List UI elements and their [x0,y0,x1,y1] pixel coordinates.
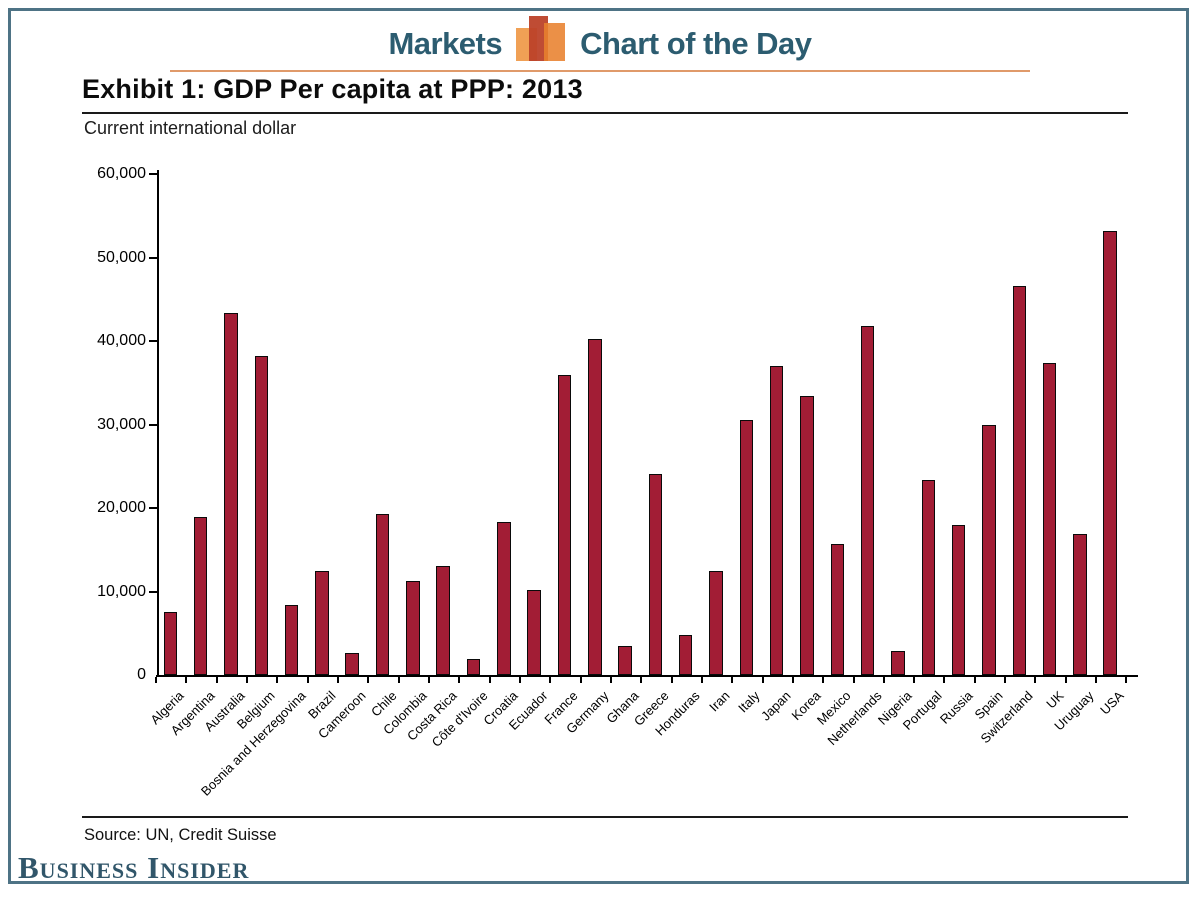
x-axis-tick [518,677,521,683]
bar-portugal [921,480,936,675]
y-axis-tick [149,340,157,342]
bar-japan [769,366,784,675]
bar-uruguay [1073,533,1087,675]
x-axis-tick [549,677,552,683]
y-axis-line [157,170,159,677]
x-axis-tick [731,677,734,683]
x-axis-tick [791,677,794,683]
y-axis-tick-label: 20,000 [97,499,146,516]
business-insider-logo: Business Insider [18,850,250,885]
x-axis-tick [1095,677,1098,683]
x-axis-tick [428,677,431,683]
x-axis-tick [215,677,218,683]
x-axis-tick [579,677,582,683]
bar-c-te-d-ivoire [466,659,481,675]
bar-mexico [830,543,845,675]
bar-iran [709,571,723,675]
x-axis-tick [973,677,976,683]
x-axis-tick [913,677,916,683]
y-axis-tick-label: 40,000 [97,332,146,349]
x-axis-tick [185,677,188,683]
x-axis-tick [943,677,946,683]
header-divider-rule [170,70,1030,72]
y-axis-tick [149,590,157,593]
bar-netherlands [860,325,875,675]
y-axis-tick-label: 30,000 [97,415,146,433]
x-axis-tick [700,677,703,683]
x-axis-tick [609,677,612,683]
chart-title: Exhibit 1: GDP Per capita at PPP: 2013 [82,74,1128,114]
bar-colombia [406,580,420,675]
x-axis-tick [458,677,461,683]
y-axis-tick-label: 60,000 [97,165,146,182]
bar-honduras [678,634,693,675]
bar-chile [375,513,390,675]
source-note: Source: UN, Credit Suisse [84,826,277,844]
x-axis-tick [761,677,764,683]
x-axis-line [156,675,1138,677]
x-axis-tick [1034,677,1037,683]
header-chart-of-the-day-label: Chart of the Day [580,26,812,61]
bar-cameroon [345,653,359,675]
x-axis-tick [822,677,825,683]
x-axis-tick [488,677,491,683]
y-axis-tick [149,256,157,259]
x-axis-tick [1064,677,1067,683]
bar-italy [739,420,754,675]
x-axis-tick [397,677,400,683]
bar-france [557,375,572,675]
header-markets-label: Markets [388,26,503,61]
bar-bosnia-and-herzegovina [284,604,299,675]
bar-uk [1042,362,1057,675]
x-axis-tick [1004,677,1007,683]
chart-units-label: Current international dollar [84,118,297,138]
x-axis-tick [670,677,673,683]
y-axis-tick [149,507,157,509]
y-axis-tick [149,423,157,426]
x-axis-tick [640,677,643,683]
bar-ghana [618,645,632,675]
bar-algeria [163,612,178,675]
bar-greece [648,473,663,675]
bar-switzerland [1012,285,1026,675]
bar-chart-icon-bar-middle [529,16,549,61]
x-axis-tick [852,677,855,683]
x-axis-tick [337,677,340,683]
bar-chart-icon-bar-right [544,23,566,61]
x-axis-tick [1125,677,1128,683]
bar-costa-rica [436,565,450,675]
bar-korea [800,396,814,675]
y-axis-tick [149,173,157,175]
bar-spain [982,424,996,675]
x-axis-tick [276,677,279,683]
bar-argentina [193,517,208,675]
bar-australia [224,312,238,675]
bar-ecuador [527,589,541,675]
y-axis-tick-label: 50,000 [97,248,146,266]
x-axis-tick [306,677,309,683]
x-axis-tick [246,677,249,683]
header: Markets Chart of the Day [0,16,1200,62]
bar-belgium [254,356,268,675]
bar-nigeria [891,650,905,675]
bar-usa [1103,230,1117,675]
chart-bottom-rule [82,816,1128,818]
x-axis-tick [367,677,370,683]
bar-germany [588,339,602,675]
x-axis-tick [155,677,158,683]
y-axis-tick-label: 10,000 [97,582,146,600]
bar-russia [951,524,966,675]
x-axis-tick [882,677,885,683]
y-axis-tick-label: 0 [137,666,146,683]
bar-croatia [497,522,511,675]
bar-brazil [315,571,329,675]
bar-chart-icon [516,16,566,62]
